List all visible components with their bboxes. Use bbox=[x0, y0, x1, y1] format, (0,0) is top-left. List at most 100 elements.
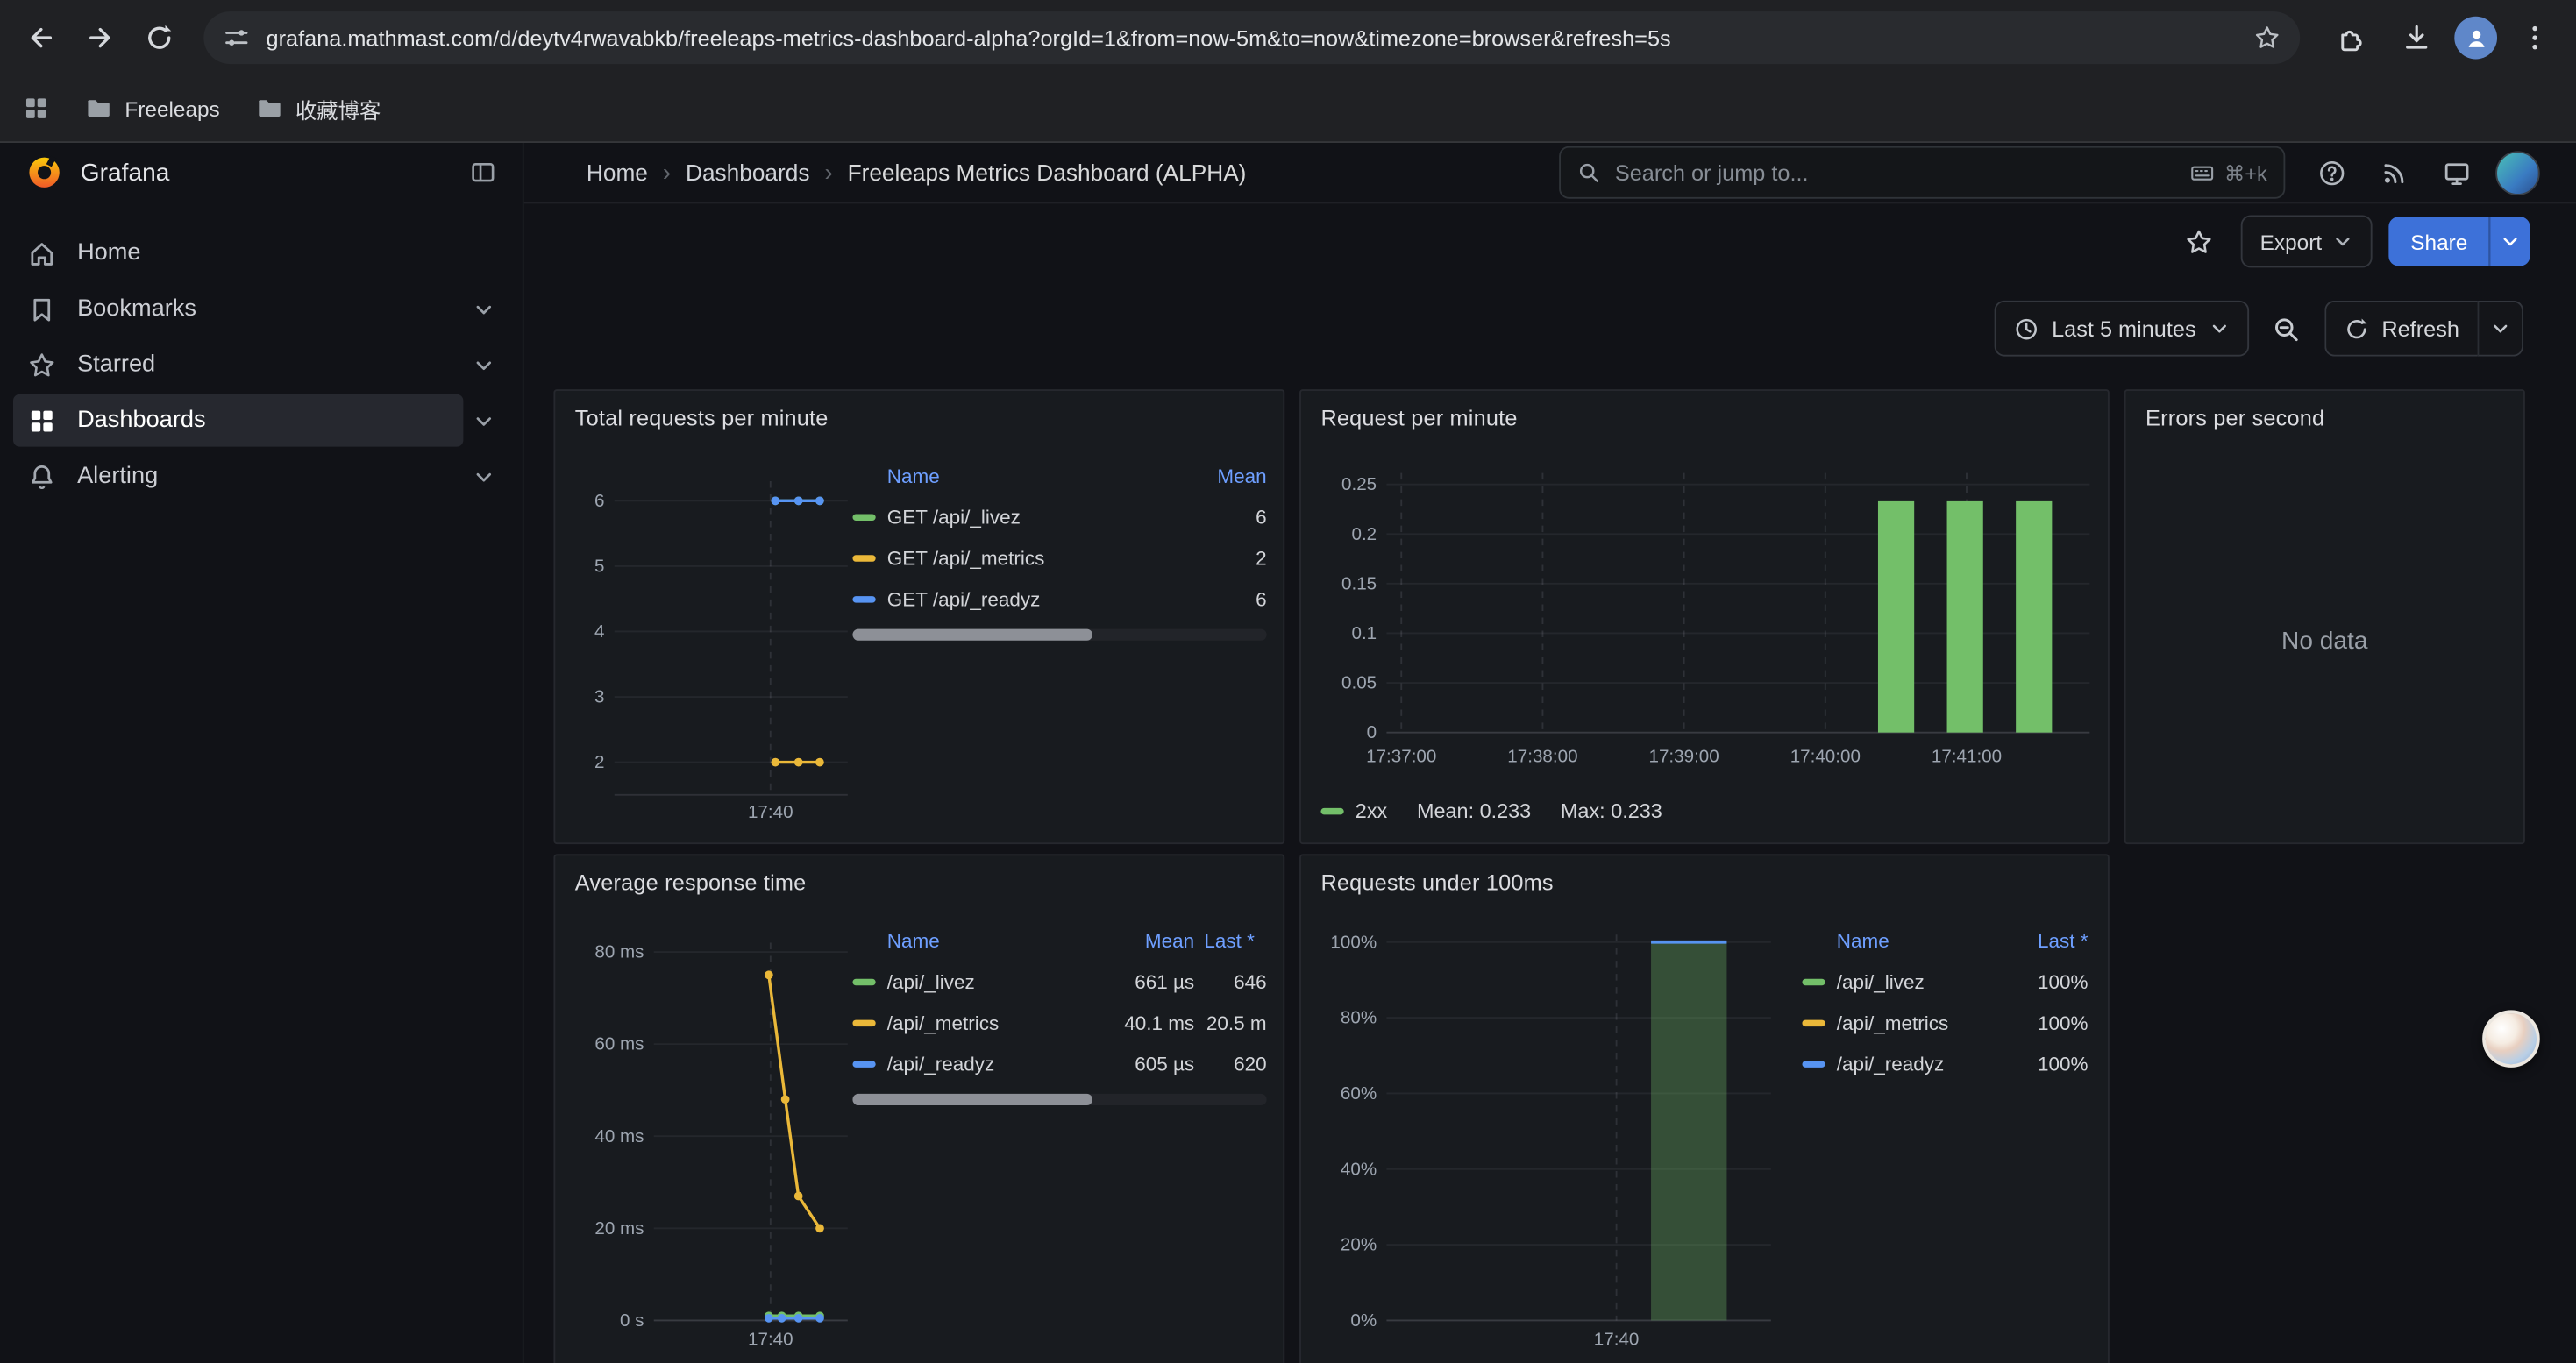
forward-button[interactable] bbox=[72, 10, 128, 66]
legend-scrollbar[interactable] bbox=[852, 1093, 1267, 1106]
sidebar-item-starred: Starred bbox=[0, 337, 523, 393]
svg-text:80%: 80% bbox=[1341, 1008, 1377, 1028]
series-label[interactable]: GET /api/_readyz bbox=[852, 587, 1174, 610]
refresh-interval-chevron[interactable] bbox=[2477, 300, 2524, 357]
bookmark-folder-blogs[interactable]: 收藏博客 bbox=[256, 93, 381, 124]
reload-button[interactable] bbox=[132, 10, 188, 66]
news-rss-icon[interactable] bbox=[2371, 150, 2416, 195]
legend-col-mean[interactable]: Mean bbox=[1217, 465, 1267, 488]
breadcrumb-current: Freeleaps Metrics Dashboard (ALPHA) bbox=[847, 159, 1247, 186]
folder-icon bbox=[85, 96, 111, 122]
svg-text:80 ms: 80 ms bbox=[594, 942, 644, 962]
url-text[interactable]: grafana.mathmast.com/d/deytv4rwavabkb/fr… bbox=[266, 25, 1671, 51]
series-label[interactable]: /api/_readyz bbox=[1802, 1052, 1996, 1075]
panel-title[interactable]: Total requests per minute bbox=[574, 405, 829, 430]
total-requests-chart[interactable]: 6 5 4 3 2 17:40 bbox=[568, 470, 850, 834]
legend-col-last[interactable]: Last * bbox=[2037, 929, 2089, 953]
panel-title[interactable]: Requests under 100ms bbox=[1320, 870, 1554, 896]
sync-icon bbox=[2344, 316, 2368, 341]
legend-table: Name Mean GET /api/_livez 6 GET /api/_me… bbox=[852, 457, 1267, 641]
url-bar[interactable]: grafana.mathmast.com/d/deytv4rwavabkb/fr… bbox=[203, 11, 2301, 65]
series-color-swatch bbox=[852, 1019, 876, 1026]
legend-table: Name Last * /api/_livez 100% /api/_metri… bbox=[1802, 921, 2088, 1083]
series-mean-stat: Mean: 0.233 bbox=[1416, 799, 1532, 823]
expand-chevron-icon[interactable] bbox=[463, 298, 502, 319]
svg-text:60 ms: 60 ms bbox=[594, 1034, 644, 1054]
svg-text:0.15: 0.15 bbox=[1341, 573, 1377, 593]
extensions-icon[interactable] bbox=[2323, 10, 2379, 66]
breadcrumb-home[interactable]: Home bbox=[586, 159, 648, 186]
series-last-value: 646 bbox=[1234, 969, 1267, 993]
downloads-icon[interactable] bbox=[2388, 10, 2444, 66]
scrollbar-thumb[interactable] bbox=[852, 1093, 1093, 1106]
svg-text:4: 4 bbox=[594, 621, 604, 642]
browser-profile-avatar[interactable] bbox=[2454, 16, 2498, 60]
series-label[interactable]: /api/_metrics bbox=[852, 1011, 1092, 1033]
share-button[interactable]: Share bbox=[2388, 217, 2489, 266]
search-icon bbox=[1577, 161, 1600, 184]
zoom-out-icon[interactable] bbox=[2262, 304, 2311, 353]
floating-assistant-avatar[interactable] bbox=[2482, 1010, 2540, 1068]
expand-chevron-icon[interactable] bbox=[463, 465, 502, 486]
scrollbar-thumb[interactable] bbox=[852, 628, 1093, 641]
series-label[interactable]: GET /api/_livez bbox=[852, 505, 1174, 528]
svg-text:17:40:00: 17:40:00 bbox=[1790, 746, 1861, 766]
share-menu-chevron[interactable] bbox=[2488, 217, 2530, 266]
series-color-swatch bbox=[1802, 1019, 1825, 1026]
bookmark-folder-freeleaps[interactable]: Freeleaps bbox=[85, 96, 220, 122]
side-navigation: Home Bookmarks Starred Dashboards Alerti… bbox=[0, 202, 523, 504]
favorite-star-icon[interactable] bbox=[2174, 217, 2224, 266]
sidebar-item-dashboards: Dashboards bbox=[0, 393, 523, 449]
refresh-button[interactable]: Refresh bbox=[2323, 300, 2478, 357]
export-button[interactable]: Export bbox=[2240, 215, 2373, 268]
breadcrumb-separator: › bbox=[662, 158, 672, 187]
browser-chrome: grafana.mathmast.com/d/deytv4rwavabkb/fr… bbox=[0, 0, 2576, 144]
svg-text:17:40: 17:40 bbox=[748, 1330, 793, 1350]
svg-text:40 ms: 40 ms bbox=[594, 1126, 644, 1146]
bookmark-star-icon[interactable] bbox=[2254, 25, 2281, 51]
series-color-swatch bbox=[852, 595, 876, 602]
expand-chevron-icon[interactable] bbox=[463, 409, 502, 430]
sidebar-collapse-icon[interactable] bbox=[470, 160, 496, 186]
user-avatar[interactable] bbox=[2495, 150, 2540, 195]
panel-title[interactable]: Errors per second bbox=[2145, 405, 2325, 430]
legend-row: GET /api/_livez 6 bbox=[852, 496, 1267, 537]
legend-col-name[interactable]: Name bbox=[886, 465, 940, 488]
breadcrumb-dashboards[interactable]: Dashboards bbox=[686, 159, 810, 186]
legend-scrollbar[interactable] bbox=[852, 628, 1267, 641]
legend-col-mean[interactable]: Mean bbox=[1144, 929, 1195, 953]
panel-title[interactable]: Average response time bbox=[574, 870, 807, 896]
svg-text:17:40: 17:40 bbox=[1594, 1330, 1640, 1350]
avg-response-time-chart[interactable]: 80 ms 60 ms 40 ms 20 ms 0 s 17:40 bbox=[568, 934, 850, 1363]
legend-col-last[interactable]: Last * bbox=[1204, 929, 1255, 953]
browser-menu-icon[interactable] bbox=[2507, 10, 2563, 66]
series-label[interactable]: 2xx bbox=[1320, 799, 1387, 823]
back-button[interactable] bbox=[13, 10, 69, 66]
grafana-logo[interactable] bbox=[26, 154, 62, 190]
bookmark-label: 收藏博客 bbox=[295, 97, 381, 123]
legend-col-name[interactable]: Name bbox=[886, 929, 940, 953]
help-icon[interactable] bbox=[2309, 150, 2354, 195]
series-label[interactable]: /api/_livez bbox=[1802, 969, 1996, 993]
svg-text:0.05: 0.05 bbox=[1341, 673, 1377, 693]
home-icon bbox=[28, 239, 56, 267]
time-controls: Last 5 minutes Refresh bbox=[1994, 300, 2524, 357]
time-range-picker[interactable]: Last 5 minutes bbox=[1994, 300, 2249, 357]
top-navigation: Home › Dashboards › Freeleaps Metrics Da… bbox=[523, 143, 2576, 204]
series-label[interactable]: GET /api/_metrics bbox=[852, 546, 1174, 569]
apps-grid-icon[interactable] bbox=[23, 96, 49, 122]
legend-col-name[interactable]: Name bbox=[1836, 929, 1889, 953]
request-per-minute-chart[interactable]: 0.25 0.2 0.15 0.1 0.05 0 17:37:00 17:38:00 17:39… bbox=[1314, 470, 2098, 799]
search-input[interactable]: Search or jump to... ⌘+k bbox=[1559, 146, 2286, 199]
series-label[interactable]: /api/_metrics bbox=[1802, 1011, 1996, 1033]
panel-title[interactable]: Request per minute bbox=[1320, 405, 1518, 430]
site-settings-icon[interactable] bbox=[224, 25, 250, 51]
under-100ms-chart[interactable]: 100% 80% 60% 40% 20% 0% 17:40 bbox=[1314, 934, 1777, 1363]
kiosk-monitor-icon[interactable] bbox=[2433, 150, 2479, 195]
series-label[interactable]: /api/_livez bbox=[852, 969, 1092, 993]
series-mean-value: 2 bbox=[1256, 546, 1267, 570]
series-last-value: 100% bbox=[2037, 969, 2089, 993]
series-color-swatch bbox=[852, 977, 876, 985]
expand-chevron-icon[interactable] bbox=[463, 354, 502, 375]
series-label[interactable]: /api/_readyz bbox=[852, 1052, 1092, 1075]
